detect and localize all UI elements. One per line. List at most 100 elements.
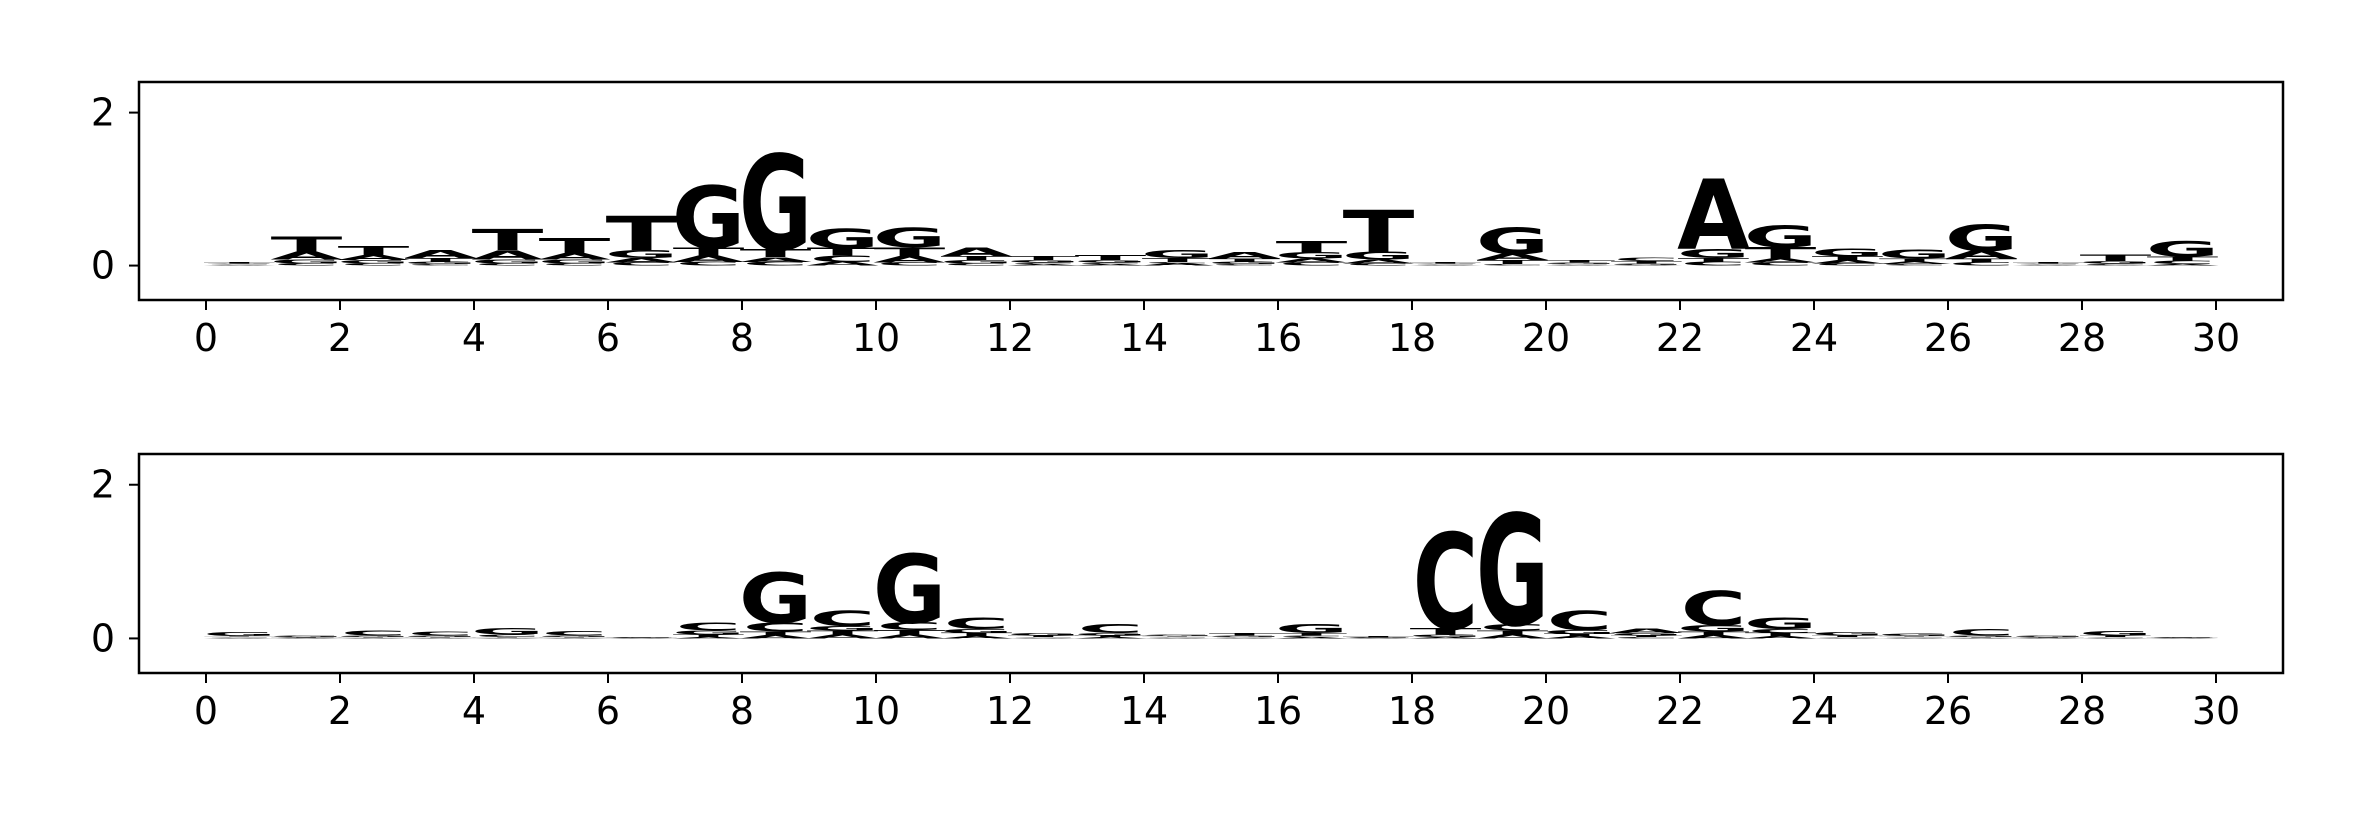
logo-letter-A-pos11: A — [940, 635, 1013, 639]
logo-letter-T-pos22: T — [1678, 257, 1750, 263]
logo-letter-T-pos15: T — [1209, 632, 1281, 636]
logo-letter-T-pos20: T — [1544, 260, 1616, 264]
logo-letter-G-pos24: G — [1811, 631, 1884, 636]
logo-letter-C-pos7: C — [676, 261, 742, 267]
logo-letter-G-pos18: G — [1409, 263, 1482, 264]
logo-letter-C-pos29: C — [2150, 260, 2216, 265]
logo-letter-A-pos5: A — [538, 252, 611, 262]
logo-letter-C-pos22: C — [1681, 582, 1747, 637]
logo-letter-C-pos3: C — [408, 630, 474, 636]
logo-letter-C-pos15: C — [1212, 637, 1278, 638]
logo-letter-A-pos7: A — [672, 636, 746, 638]
logo-letter-A-pos9: A — [806, 261, 879, 267]
logo-letter-A-pos29: A — [2146, 638, 2220, 639]
y-tick-label: 2 — [91, 91, 115, 135]
logo-letter-A-pos6: A — [605, 257, 678, 264]
logo-letter-C-pos16: C — [1279, 262, 1345, 267]
y-tick-label: 0 — [91, 616, 115, 660]
y-axis: 02 — [91, 91, 139, 288]
logo-letter-C-pos0: C — [207, 264, 273, 265]
logo-letter-G-pos15: G — [1208, 261, 1281, 265]
logo-letter-A-pos27: A — [2012, 638, 2086, 639]
logo-letter-C-pos7: C — [676, 621, 742, 633]
logo-letter-T-pos6: T — [606, 636, 678, 637]
logo-letter-T-pos4: T — [472, 637, 544, 638]
logo-letter-T-pos3: T — [405, 257, 477, 263]
logo-letter-T-pos10: T — [874, 245, 946, 260]
x-tick-label: 4 — [462, 689, 486, 733]
logo-letter-G-pos4: G — [471, 627, 544, 637]
logo-letter-T-pos27: T — [2013, 261, 2085, 263]
logo-letter-G-pos15: G — [1208, 635, 1281, 637]
x-tick-label: 2 — [328, 316, 352, 360]
logo-letter-T-pos16: T — [1276, 238, 1348, 256]
logo-letter-A-pos26: A — [1945, 249, 2018, 261]
logo-letter-C-pos12: C — [1011, 637, 1077, 638]
logo-letter-A-pos21: A — [1610, 627, 1683, 634]
logo-letter-T-pos14: T — [1142, 636, 1214, 637]
logo-letter-T-pos9: T — [807, 630, 879, 636]
logo-letter-C-pos19: C — [1480, 623, 1546, 633]
logo-letter-C-pos27: C — [2016, 264, 2082, 265]
logo-letter-G-pos27: G — [2012, 635, 2085, 637]
logo-panel-2: ACTGACTGATGCATGCATCGATGCACGTATGCATCGATGC… — [91, 452, 2285, 733]
logo-letter-A-pos27: A — [2012, 265, 2086, 266]
logo-letter-G-pos16: G — [1275, 251, 1348, 261]
logo-letter-G-pos6: G — [605, 248, 678, 260]
logo-letter-A-pos15: A — [1208, 637, 1282, 638]
logo-letter-A-pos24: A — [1811, 259, 1884, 264]
x-tick-label: 10 — [852, 689, 900, 733]
logo-letter-C-pos14: C — [1145, 261, 1211, 263]
logo-letter-G-pos7: G — [672, 169, 745, 269]
logo-letter-G-pos28: G — [2079, 260, 2152, 264]
logo-letter-C-pos4: C — [475, 634, 541, 638]
logo-letter-A-pos11: A — [940, 245, 1013, 260]
logo-letters: ACTGACTGATGCATGCATCGATGCACGTATGCATCGATGC… — [203, 483, 2220, 661]
logo-letter-T-pos19: T — [1477, 259, 1549, 265]
logo-letter-T-pos18: T — [1410, 261, 1482, 263]
logo-letter-T-pos2: T — [338, 243, 410, 258]
x-tick-label: 12 — [986, 316, 1034, 360]
logo-letter-G-pos10: G — [873, 223, 946, 254]
logo-letter-C-pos3: C — [408, 264, 474, 266]
logo-letter-C-pos8: C — [743, 620, 809, 635]
logo-letter-G-pos5: G — [538, 258, 611, 264]
x-tick-label: 22 — [1656, 316, 1704, 360]
logo-letter-T-pos21: T — [1611, 260, 1683, 264]
logo-letter-C-pos1: C — [274, 638, 340, 639]
logo-letter-T-pos19: T — [1477, 630, 1549, 636]
x-tick-label: 20 — [1522, 689, 1570, 733]
logo-letter-T-pos16: T — [1276, 632, 1348, 636]
logo-letter-T-pos28: T — [2080, 635, 2152, 637]
logo-letter-C-pos2: C — [341, 263, 407, 267]
logo-letter-G-pos20: G — [1543, 629, 1616, 635]
logo-letter-A-pos20: A — [1543, 265, 1617, 266]
logo-letter-C-pos11: C — [944, 615, 1010, 633]
x-tick-label: 24 — [1790, 689, 1838, 733]
logo-letter-G-pos29: G — [2146, 237, 2219, 261]
logo-letter-T-pos28: T — [2080, 253, 2152, 263]
logo-letter-C-pos25: C — [1882, 264, 1948, 266]
logo-letter-G-pos21: G — [1610, 263, 1683, 265]
logo-letter-G-pos3: G — [404, 635, 477, 637]
logo-letter-T-pos3: T — [405, 637, 477, 638]
x-tick-label: 18 — [1388, 316, 1436, 360]
logo-letter-C-pos11: C — [944, 263, 1010, 267]
logo-letter-G-pos9: G — [806, 224, 879, 255]
logo-letter-C-pos8: C — [743, 261, 809, 267]
logo-letter-G-pos14: G — [1141, 248, 1214, 260]
x-tick-label: 8 — [730, 689, 754, 733]
logo-letter-T-pos23: T — [1745, 244, 1817, 262]
x-tick-label: 8 — [730, 316, 754, 360]
y-axis: 02 — [91, 463, 139, 660]
logo-letter-A-pos17: A — [1342, 638, 1416, 639]
logo-letter-G-pos13: G — [1074, 260, 1147, 264]
logo-letter-G-pos3: G — [404, 261, 477, 265]
logo-letter-A-pos17: A — [1342, 258, 1415, 264]
logo-letter-A-pos26: A — [1945, 637, 2019, 638]
logo-letter-T-pos1: T — [271, 637, 343, 638]
logo-letter-A-pos2: A — [337, 637, 411, 638]
